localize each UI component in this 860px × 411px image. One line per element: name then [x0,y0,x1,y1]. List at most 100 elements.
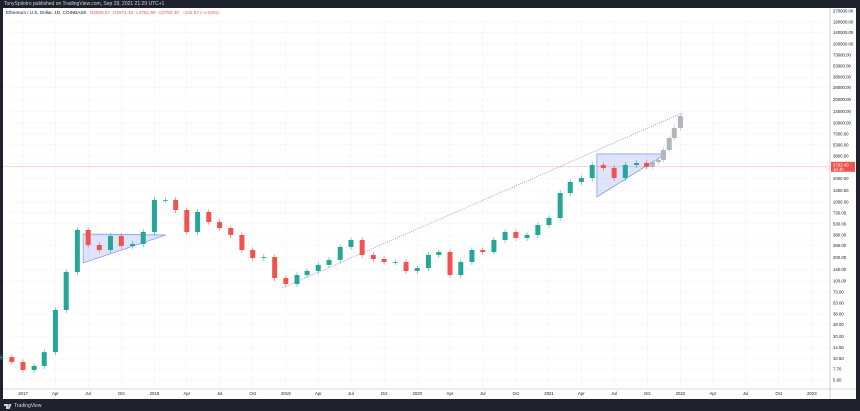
x-tick-label: Apr [183,391,190,396]
y-tick-label: 5300.00 [833,142,849,147]
candle [326,259,332,265]
candle [41,352,47,366]
candle [524,234,530,238]
candle [20,362,26,371]
x-tick-label: 2023 [807,391,817,396]
candle [370,254,376,260]
x-tick-label: Oct [381,391,388,396]
x-tick-label: 2018 [150,391,160,396]
y-tick-label: 53.00 [833,300,844,305]
candle [261,257,267,258]
y-tick-label: 20000.00 [833,97,852,102]
y-tick-label: 38000.00 [833,75,852,80]
x-tick-label: Jul [348,391,354,396]
x-tick-label: Oct [118,391,125,396]
x-tick-label: 2019 [281,391,291,396]
candle [578,178,584,182]
candle [513,231,519,238]
candle [611,167,617,179]
candle [359,239,365,255]
candle [294,275,300,284]
candle [0,357,4,358]
y-tick-label: 10000.00 [833,121,852,126]
y-axis: 270000.00 190000.00 140000.00 100000.00 7300… [829,8,854,399]
ohlc-change: −132.67 (−4.54%) [182,10,219,15]
candle [557,193,563,219]
candle [622,164,628,179]
candle [403,262,409,271]
candle [283,278,289,284]
candle [140,231,146,245]
candle [392,262,398,263]
candle [436,252,442,255]
x-axis: 2017 Apr Jul Oct 2018 Apr Jul Oct 2019 Apr Jul Oct 2… [3,388,856,396]
y-tick-label: 14.50 [833,345,844,350]
x-tick-label: Oct [249,391,256,396]
y-tick-label: 14000.00 [833,109,852,114]
brand-name: TradingView [14,403,42,409]
x-tick-label: Jul [217,391,223,396]
candle [337,246,343,260]
y-tick-label: 73.00 [833,289,844,294]
candle [184,209,190,232]
candle [129,244,135,246]
projection-candle [666,137,672,150]
candle [315,264,321,271]
candle [31,365,37,371]
symbol-name: Ethereum / U.S. Dollar, 1D, COINBASE [6,10,87,15]
x-tick-label: Jul [743,391,749,396]
x-tick-label: 2017 [18,391,28,396]
y-tick-label: 190000.00 [833,20,854,25]
projection-candle [671,128,677,138]
candle [85,229,91,245]
candle [381,259,387,263]
y-tick-label: 7.70 [833,367,842,372]
y-tick-label: 2000.00 [833,176,849,181]
candle [567,181,573,194]
y-tick-label: 270000.00 [833,9,854,14]
ohlc-close: C2792.40 [158,10,179,15]
y-tick-label: 730.00 [833,210,847,215]
y-tick-label: 280.00 [833,243,847,248]
candle [107,235,113,251]
ohlc-open: O2926.27 [89,10,110,15]
candle [195,212,201,232]
y-tick-label: 530.00 [833,221,847,226]
y-tick-label: 3800.00 [833,154,849,159]
projection-candle [660,149,666,161]
x-tick-label: 2021 [544,391,554,396]
candle [118,235,124,246]
candle [491,239,497,253]
candle [173,199,179,210]
x-tick-label: Apr [578,391,585,396]
y-tick-label: 28.00 [833,322,844,327]
x-tick-label: Jul [85,391,91,396]
x-tick-label: 2022 [676,391,686,396]
candle [425,254,431,269]
bar-countdown: 1d 4h [833,167,844,172]
candle [480,250,486,253]
publisher-line: TonySpilotro published on TradingView.co… [4,1,165,7]
candle [469,250,475,263]
x-tick-label: 2020 [412,391,422,396]
ohlc-high: H2971.16 [113,10,134,15]
y-tick-label: 5.60 [833,377,842,382]
candle [9,357,15,363]
candle [546,218,552,226]
tradingview-logo-icon [4,403,12,409]
candle [74,229,80,273]
y-tick-label: 100000.00 [833,42,854,47]
candle [535,225,541,235]
candle [250,250,256,258]
y-tick-label: 28000.00 [833,85,852,90]
candle [228,228,234,235]
candle [63,272,69,310]
candle [458,262,464,276]
y-tick-label: 38.00 [833,312,844,317]
y-tick-label: 140000.00 [833,30,854,35]
y-tick-label: 1000.00 [833,200,849,205]
candle [600,164,606,168]
candle [96,244,102,251]
